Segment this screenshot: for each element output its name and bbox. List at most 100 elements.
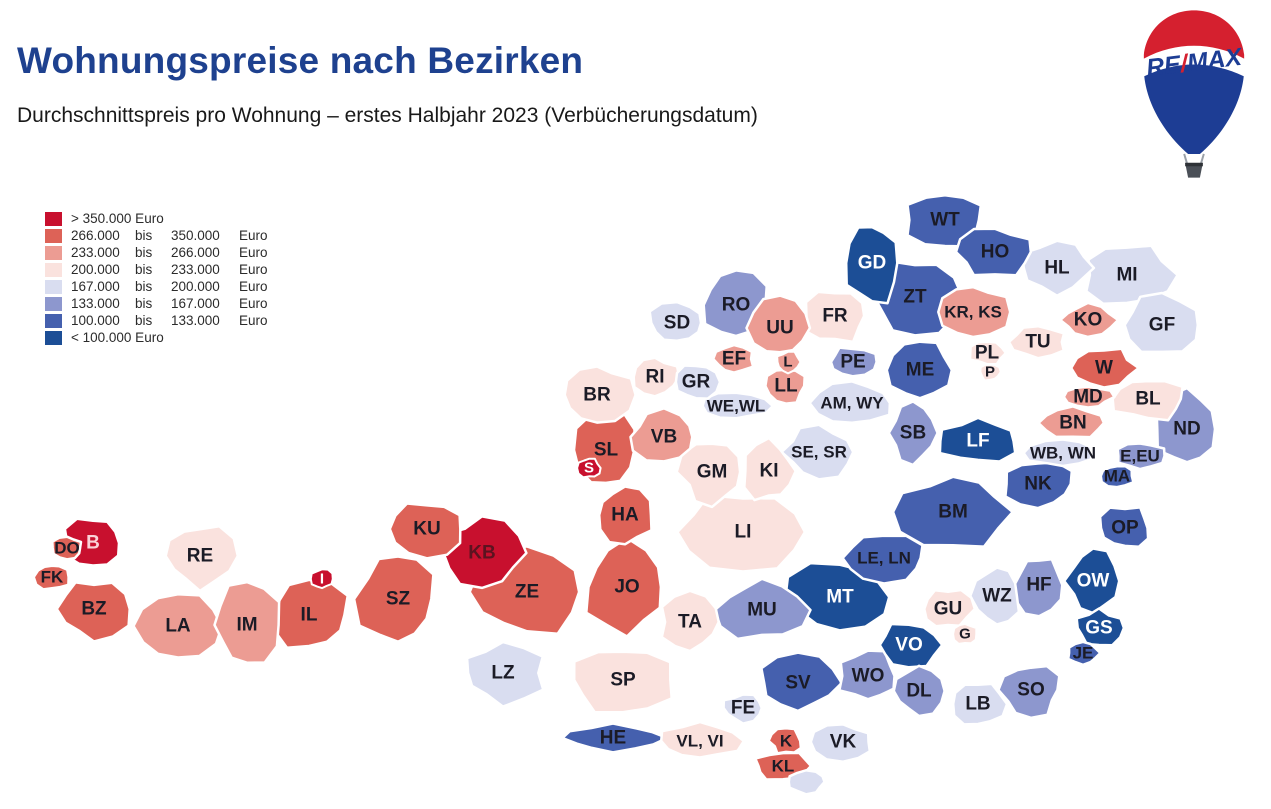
district-label-wo: WO [852, 666, 885, 687]
district-shape-md [1062, 385, 1116, 409]
district-shape-tu [1007, 324, 1066, 360]
legend-swatch [45, 330, 62, 345]
district-label-wz: WZ [982, 586, 1012, 607]
district-label-sesr: SE, SR [791, 443, 847, 462]
district-shape-so [997, 664, 1061, 720]
legend-swatch [45, 211, 62, 226]
district-label-li: LI [735, 522, 752, 543]
district-shape-ow [1062, 547, 1121, 615]
district-shape-k [767, 727, 803, 755]
district-label-ri: RI [646, 367, 665, 388]
district-label-la: LA [165, 616, 191, 637]
district-label-wbwn: WB, WN [1030, 444, 1096, 463]
legend-label: 266.000 [171, 245, 220, 260]
district-shape-ef [711, 343, 755, 374]
district-label-op: OP [1111, 518, 1139, 539]
district-shape-vb [629, 407, 694, 463]
district-label-ll: LL [774, 376, 798, 397]
district-shape-ll [764, 368, 806, 405]
legend-row: 167.000 bis 200.000 Euro [45, 278, 268, 295]
district-shape-bn [1037, 405, 1106, 439]
district-label-hf: HF [1026, 575, 1051, 596]
district-label-uu: UU [766, 318, 793, 339]
district-label-sv: SV [785, 673, 811, 694]
district-label-do: DO [54, 539, 80, 558]
district-shape-me [885, 340, 954, 400]
district-shape-li [676, 494, 807, 573]
district-shape-op [1098, 506, 1150, 549]
district-shape-re [164, 525, 240, 593]
legend-label: Euro [239, 228, 268, 243]
legend-row: 233.000 bis 266.000 Euro [45, 244, 268, 261]
district-label-fr: FR [822, 306, 848, 327]
legend-label: Euro [239, 245, 268, 260]
district-shape-amwy [808, 380, 892, 425]
district-shape-bm [891, 475, 1014, 548]
district-shape-l [776, 350, 802, 375]
district-label-so: SO [1017, 680, 1044, 701]
district-label-bn: BN [1059, 413, 1086, 434]
district-shape-uu [745, 294, 812, 354]
district-shape-p [979, 363, 1002, 382]
district-label-sl: SL [594, 440, 619, 461]
legend-label: 200.000 [171, 279, 220, 294]
legend-label: 167.000 [171, 296, 220, 311]
legend-swatch [45, 313, 62, 328]
legend-row: < 100.000 Euro [45, 329, 268, 346]
district-shape-leln [841, 534, 924, 585]
district-label-md: MD [1073, 387, 1103, 408]
legend-swatch [45, 279, 62, 294]
district-label-sd: SD [664, 313, 690, 334]
balloon-rope [1183, 153, 1189, 165]
district-label-il: IL [301, 605, 318, 626]
legend-label: bis [135, 296, 153, 311]
district-label-eeu: E,EU [1120, 447, 1160, 466]
district-shape-wbwn [1022, 438, 1094, 468]
district-label-sp: SP [610, 670, 636, 691]
district-shape-br [563, 365, 637, 424]
district-shape-vo [878, 622, 944, 669]
district-label-gf: GF [1149, 315, 1175, 336]
district-label-pl: PL [975, 343, 1000, 364]
district-shape [787, 769, 826, 796]
district-shape-la [132, 593, 224, 659]
district-label-vb: VB [651, 427, 677, 448]
district-shape-gs [1075, 607, 1126, 647]
district-label-sb: SB [900, 423, 926, 444]
district-shape-sp [572, 650, 673, 714]
district-shape-ki [743, 436, 797, 502]
district-label-ow: OW [1077, 571, 1110, 592]
district-label-mu: MU [747, 600, 777, 621]
balloon-bottom-blue [1144, 64, 1244, 154]
district-shape-krks [937, 285, 1012, 339]
district-label-ho: HO [981, 242, 1010, 263]
district-label-bl: BL [1135, 389, 1161, 410]
district-label-me: ME [906, 360, 935, 381]
legend-label: 266.000 [71, 228, 120, 243]
district-label-zt: ZT [903, 287, 927, 308]
district-shape-fe [722, 693, 764, 725]
legend-label: bis [135, 279, 153, 294]
district-label-ze: ZE [515, 582, 539, 603]
district-label-vo: VO [895, 635, 922, 656]
district-label-nd: ND [1173, 419, 1200, 440]
district-shape-lb [951, 682, 1009, 726]
district-label-lb: LB [965, 694, 990, 715]
legend-label: 350.000 [171, 228, 220, 243]
district-shape-fk [32, 564, 70, 591]
district-label-b: B [86, 533, 100, 554]
district-label-kl: KL [772, 757, 795, 776]
district-shape-sz [352, 555, 435, 643]
legend-label: Euro [239, 313, 268, 328]
district-label-wewl: WE,WL [707, 397, 766, 416]
district-label-gd: GD [858, 253, 887, 274]
legend-row: > 350.000 Euro [45, 210, 268, 227]
district-label-ta: TA [678, 612, 702, 633]
district-label-br: BR [583, 385, 611, 406]
district-label-hl: HL [1044, 258, 1070, 279]
district-shape-ta [660, 589, 720, 653]
legend-label: 200.000 [71, 262, 120, 277]
page-subtitle: Durchschnittspreis pro Wohnung – erstes … [17, 104, 758, 127]
district-shape-jo [585, 536, 663, 638]
